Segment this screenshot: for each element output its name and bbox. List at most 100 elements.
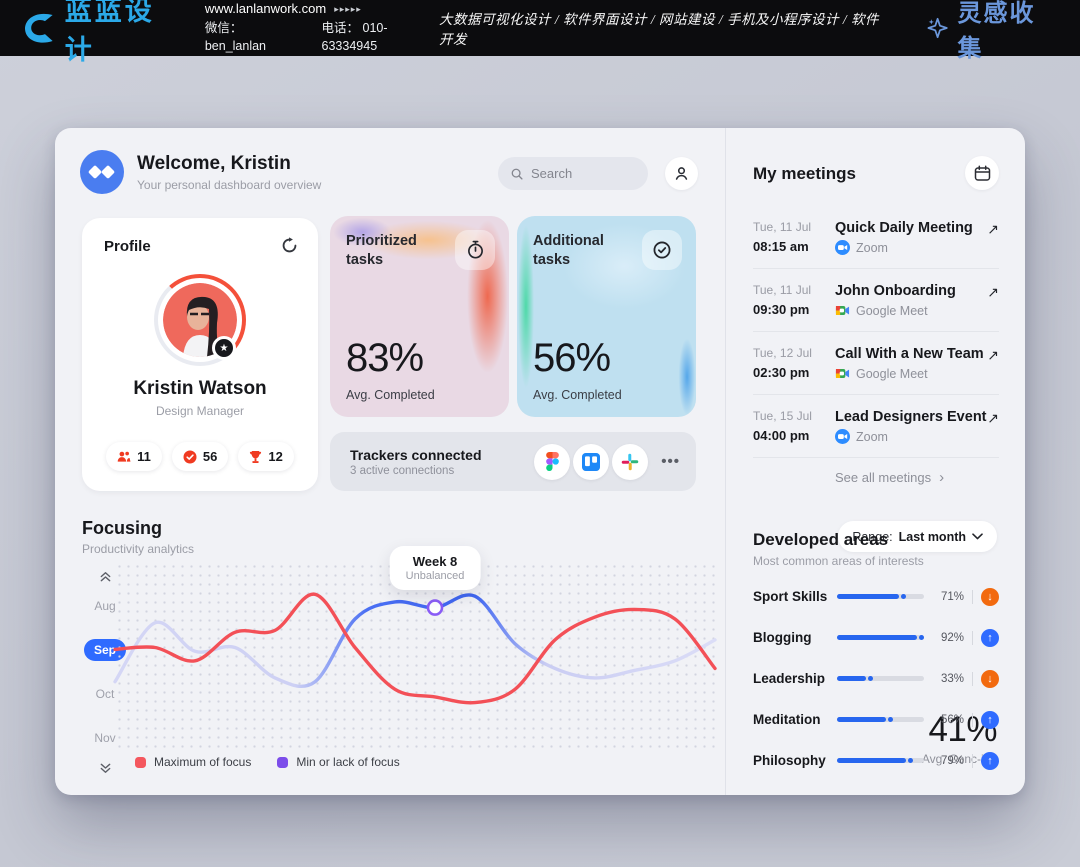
inspiration-collect[interactable]: 灵感收集	[926, 0, 1058, 63]
open-meeting-icon[interactable]: ↗	[987, 410, 999, 426]
trend-up-icon	[981, 710, 999, 729]
card-title: Prioritized tasks	[346, 233, 417, 268]
area-row-leadership[interactable]: Leadership 33%	[753, 658, 999, 699]
legend-max-focus: Maximum of focus	[135, 755, 251, 769]
panel-divider	[725, 128, 726, 795]
avg-caption: Avg. Conc-ion	[921, 752, 997, 766]
more-trackers-button[interactable]: •••	[661, 453, 680, 470]
trend-up-icon	[981, 628, 999, 647]
meet-icon	[835, 369, 850, 378]
trackers-subtitle: 3 active connections	[350, 464, 455, 477]
awards-stat[interactable]: 12	[238, 442, 294, 471]
prioritized-tasks-card[interactable]: Prioritized tasks 83% Avg. Completed	[330, 216, 509, 417]
brand-name: 蓝蓝设计	[64, 0, 155, 65]
diamond-icon	[87, 164, 103, 180]
month-nov[interactable]: Nov	[94, 731, 116, 745]
avg-concentration: 41% Avg. Conc-ion	[921, 710, 998, 766]
developed-areas-list: Sport Skills 71% Blogging 92% Leadership…	[753, 576, 999, 781]
trend-down-icon	[981, 587, 999, 606]
meeting-row[interactable]: Tue, 11 Jul 09:30 pm John Onboarding Goog…	[753, 269, 999, 332]
chevron-down-icon	[972, 533, 983, 540]
meetings-title: My meetings	[753, 164, 856, 183]
collect-label: 灵感收集	[957, 1, 1036, 62]
meeting-row[interactable]: Tue, 11 Jul 08:15 am Quick Daily Meeting …	[753, 206, 999, 269]
developed-areas-title: Developed areas	[753, 530, 889, 549]
brand-logo[interactable]: 蓝蓝设计	[22, 0, 181, 67]
workspace-avatar[interactable]	[80, 150, 124, 194]
area-row-blogging[interactable]: Blogging 92%	[753, 617, 999, 658]
completion-caption: Avg. Completed	[533, 388, 622, 402]
site-url[interactable]: www.lanlanwork.com	[204, 1, 327, 17]
search-icon	[511, 168, 523, 180]
arrows-decor: ▸▸▸▸▸	[334, 4, 362, 15]
stopwatch-icon	[455, 230, 495, 270]
refresh-icon[interactable]	[281, 237, 298, 254]
area-row-sport-skills[interactable]: Sport Skills 71%	[753, 576, 999, 617]
focusing-title: Focusing	[82, 518, 162, 538]
additional-tasks-card[interactable]: Additional tasks 56% Avg. Completed	[517, 216, 696, 417]
search-bar[interactable]	[498, 157, 648, 190]
chart-legend: Maximum of focus Min or lack of focus	[135, 755, 400, 769]
zoom-icon	[835, 429, 850, 444]
trophy-icon	[250, 450, 262, 463]
legend-min-focus: Min or lack of focus	[277, 755, 400, 769]
meet-icon	[835, 306, 850, 315]
legend-swatch-red	[135, 756, 146, 768]
meeting-row[interactable]: Tue, 12 Jul 02:30 pm Call With a New Team…	[753, 332, 999, 395]
calendar-icon	[974, 164, 990, 181]
account-button[interactable]	[665, 157, 698, 190]
week-marker-dot	[426, 599, 444, 616]
person-icon	[675, 167, 688, 180]
area-row-meditation[interactable]: Meditation 56%	[753, 699, 999, 740]
scroll-up-button[interactable]	[99, 568, 112, 584]
month-oct[interactable]: Oct	[95, 687, 115, 701]
tasks-stat[interactable]: 56	[171, 442, 229, 471]
calendar-button[interactable]	[965, 156, 999, 190]
legend-swatch-purple	[277, 756, 289, 768]
scroll-down-button[interactable]	[99, 760, 112, 776]
tooltip-subtitle: Unbalanced	[405, 569, 465, 582]
open-meeting-icon[interactable]: ↗	[987, 347, 999, 363]
phone-number: 电话： 010-63334945	[321, 21, 388, 54]
progress-bar	[837, 594, 924, 599]
focusing-subtitle: Productivity analytics	[82, 542, 195, 556]
focus-chart[interactable]: Week 8 Unbalanced	[113, 545, 717, 752]
trello-icon[interactable]	[573, 443, 610, 480]
open-meeting-icon[interactable]: ↗	[987, 284, 999, 300]
people-icon	[117, 451, 131, 462]
star-badge-icon: ★	[212, 336, 236, 360]
month-aug[interactable]: Aug	[94, 599, 116, 613]
profile-stats: 11 56 12	[82, 442, 318, 471]
trackers-title: Trackers connected	[350, 446, 482, 463]
chevron-right-icon: ›	[939, 469, 945, 486]
completion-value: 83%	[346, 336, 424, 380]
range-select[interactable]: Range: Last month	[838, 521, 997, 552]
search-input[interactable]	[531, 166, 631, 181]
figma-icon[interactable]	[534, 443, 571, 480]
slack-icon[interactable]	[612, 443, 649, 480]
diamond-icon	[100, 164, 116, 180]
progress-bar	[837, 717, 924, 722]
see-all-meetings-link[interactable]: See all meetings ›	[835, 469, 945, 486]
max-focus-line	[113, 592, 717, 705]
focus-chart-svg	[113, 592, 717, 705]
tooltip-title: Week 8	[412, 553, 458, 569]
completion-caption: Avg. Completed	[346, 388, 435, 402]
area-row-philosophy[interactable]: Philosophy 79%	[753, 740, 999, 781]
lanlan-logo-icon	[25, 13, 53, 43]
contact-block: www.lanlanwork.com ▸▸▸▸▸ 微信： ben_lanlan …	[205, 0, 439, 55]
developed-areas-subtitle: Most common areas of interests	[753, 554, 924, 568]
open-meeting-icon[interactable]: ↗	[987, 221, 999, 237]
month-rail: Aug Sep Oct Nov	[82, 568, 128, 776]
page-subtitle: Your personal dashboard overview	[137, 177, 322, 192]
check-circle-icon	[642, 230, 682, 270]
followers-stat[interactable]: 11	[106, 442, 162, 471]
right-sidebar: My meetings Tue, 11 Jul 08:15 am Quick Da…	[725, 128, 1025, 795]
trend-down-icon	[981, 669, 999, 688]
profile-name: Kristin Watson	[133, 378, 267, 399]
services-nav[interactable]: 大数据可视化设计 / 软件界面设计 / 网站建设 / 手机及小程序设计 / 软件…	[439, 12, 880, 47]
meeting-row[interactable]: Tue, 15 Jul 04:00 pm Lead Designers Event…	[753, 395, 999, 458]
site-header: 蓝蓝设计 www.lanlanwork.com ▸▸▸▸▸ 微信： ben_la…	[0, 0, 1080, 65]
range-value: Last month	[898, 529, 966, 544]
profile-role: Design Manager	[155, 404, 245, 418]
